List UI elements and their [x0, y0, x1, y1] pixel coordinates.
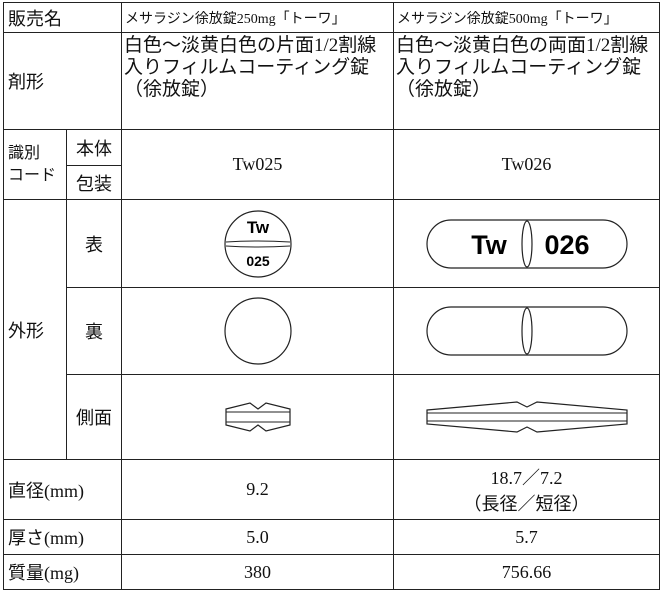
- cell: 外形: [3, 199, 67, 460]
- value: 756.66: [501, 561, 552, 582]
- cell: 包装: [66, 165, 122, 200]
- value: 380: [244, 561, 271, 582]
- imprint: Tw: [471, 230, 507, 260]
- tablet-side: [224, 402, 291, 432]
- tablet-front: Tw 025: [223, 209, 292, 278]
- cell: 5.0: [121, 519, 394, 555]
- row-label: 質量(mg): [8, 563, 79, 583]
- cell: 9.2: [121, 459, 394, 520]
- dosage-form: 白色～淡黄白色の両面1/2割線入りフィルムコーティング錠（徐放錠）: [396, 35, 649, 100]
- cell: 表: [66, 199, 122, 288]
- cell: 本体: [66, 129, 122, 166]
- sub-label: 包装: [76, 173, 112, 194]
- view-label: 表: [85, 234, 103, 255]
- cell: 5.7: [393, 519, 660, 555]
- code: Tw025: [232, 154, 283, 174]
- cell: [393, 287, 660, 375]
- imprint: 026: [544, 230, 589, 260]
- row-label: コード: [8, 166, 57, 184]
- value: 18.7／7.2: [490, 467, 563, 488]
- imprint: Tw: [246, 218, 269, 237]
- view-label: 裏: [85, 322, 103, 342]
- cell: Tw 026: [393, 199, 660, 288]
- cell: 識別 コード: [3, 129, 67, 200]
- row-label: 識別: [8, 144, 41, 162]
- cell: 厚さ(mm): [3, 519, 122, 555]
- code: Tw026: [501, 154, 552, 174]
- value: 9.2: [246, 479, 269, 499]
- cell: 剤形: [3, 32, 122, 130]
- row-label: 剤形: [8, 72, 44, 92]
- value: 5.0: [246, 526, 269, 547]
- cell: メサラジン徐放錠500mg「トーワ」: [393, 2, 660, 33]
- cell: Tw026: [393, 129, 660, 200]
- tablet-side: [425, 401, 628, 433]
- tablet-back: [425, 306, 628, 356]
- cell: [121, 374, 394, 460]
- cell: 756.66: [393, 554, 660, 590]
- cell: 白色～淡黄白色の片面1/2割線入りフィルムコーティング錠（徐放錠）: [121, 32, 394, 130]
- cell: 販売名: [3, 2, 122, 33]
- sub-label: 本体: [76, 138, 112, 159]
- cell: 側面: [66, 374, 122, 460]
- tablet-front: Tw 026: [425, 218, 628, 269]
- row-label: 厚さ(mm): [8, 528, 84, 548]
- cell: 裏: [66, 287, 122, 375]
- cell: 380: [121, 554, 394, 590]
- cell: メサラジン徐放錠250mg「トーワ」: [121, 2, 394, 33]
- cell: [393, 374, 660, 460]
- product-name: メサラジン徐放錠500mg「トーワ」: [397, 11, 618, 27]
- cell: Tw 025: [121, 199, 394, 288]
- cell: 質量(mg): [3, 554, 122, 590]
- cell: [121, 287, 394, 375]
- dosage-form: 白色～淡黄白色の片面1/2割線入りフィルムコーティング錠（徐放錠）: [124, 35, 377, 100]
- row-label: 直径(mm): [8, 480, 84, 501]
- cell: Tw025: [121, 129, 394, 200]
- cell: 18.7／7.2 （長径／短径）: [393, 459, 660, 520]
- imprint: 025: [246, 253, 270, 269]
- view-label: 側面: [76, 408, 112, 428]
- row-label: 販売名: [8, 8, 62, 29]
- row-label: 外形: [8, 320, 44, 341]
- value: 5.7: [515, 526, 538, 547]
- tablet-table: 販売名 メサラジン徐放錠250mg「トーワ」 メサラジン徐放錠500mg「トーワ…: [3, 2, 660, 590]
- cell: 白色～淡黄白色の両面1/2割線入りフィルムコーティング錠（徐放錠）: [393, 32, 660, 130]
- note: （長径／短径）: [463, 493, 590, 514]
- tablet-back: [223, 297, 292, 365]
- cell: 直径(mm): [3, 459, 122, 520]
- product-name: メサラジン徐放錠250mg「トーワ」: [125, 11, 346, 27]
